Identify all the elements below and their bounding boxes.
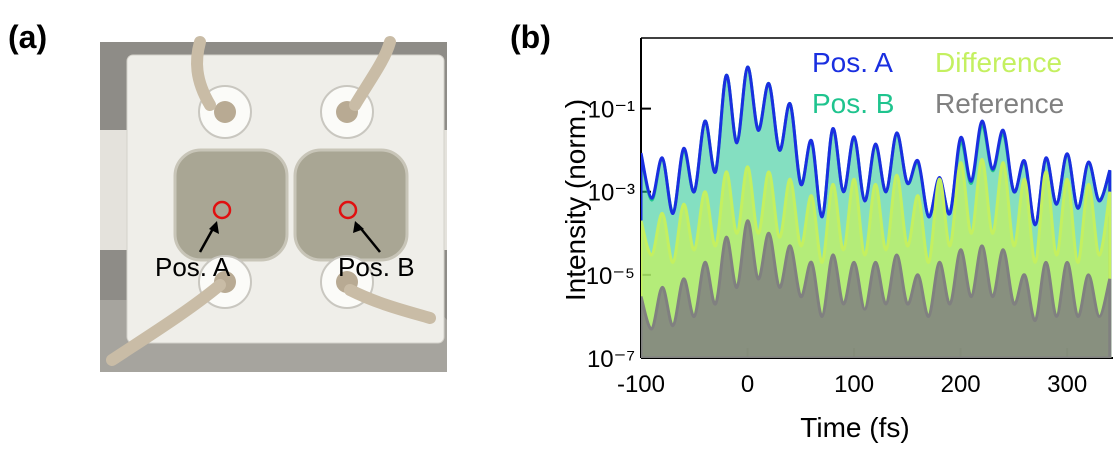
arrow-head <box>353 221 364 233</box>
legend-entry: Pos. A <box>812 47 893 78</box>
annotation: Pos. A <box>155 252 231 282</box>
tube <box>349 36 396 111</box>
tube <box>344 284 436 324</box>
cell-b <box>293 148 409 262</box>
y-tick-label: 10⁻³ <box>588 180 635 207</box>
arrow-head <box>209 221 219 234</box>
x-tick-label: 300 <box>1047 371 1087 398</box>
x-tick-label: 100 <box>834 371 874 398</box>
x-tick-label: 0 <box>741 371 754 398</box>
legend-entry: Pos. B <box>812 88 894 119</box>
tube <box>106 279 226 366</box>
panel-label: (b) <box>510 19 551 55</box>
y-tick-label: 10⁻⁵ <box>586 263 635 290</box>
series-area <box>641 219 1112 358</box>
marker-circle <box>212 200 232 220</box>
panel-label: (a) <box>8 19 47 55</box>
series-area <box>641 65 1112 358</box>
y-axis-title: Intensity (norm.) <box>560 99 591 301</box>
legend-entry: Reference <box>935 88 1064 119</box>
x-tick-label: -100 <box>617 371 665 398</box>
x-axis-title: Time (fs) <box>800 412 909 443</box>
cell-a <box>173 148 289 262</box>
x-tick-label: 200 <box>941 371 981 398</box>
legend-entry: Difference <box>935 47 1062 78</box>
y-tick-label: 10⁻¹ <box>588 97 635 124</box>
y-tick-label: 10⁻⁷ <box>587 346 635 373</box>
tube-end <box>214 101 236 123</box>
photo: Pos. A Pos. B <box>100 36 447 372</box>
series-group <box>641 65 1112 358</box>
plot: 10⁻⁷ 10⁻⁵ 10⁻³ 10⁻¹ -100 0 100 200 300 Time (fs) I… <box>560 37 1113 443</box>
tube <box>191 36 216 111</box>
marker-circle <box>338 200 358 220</box>
annotation: Pos. B <box>338 252 415 282</box>
